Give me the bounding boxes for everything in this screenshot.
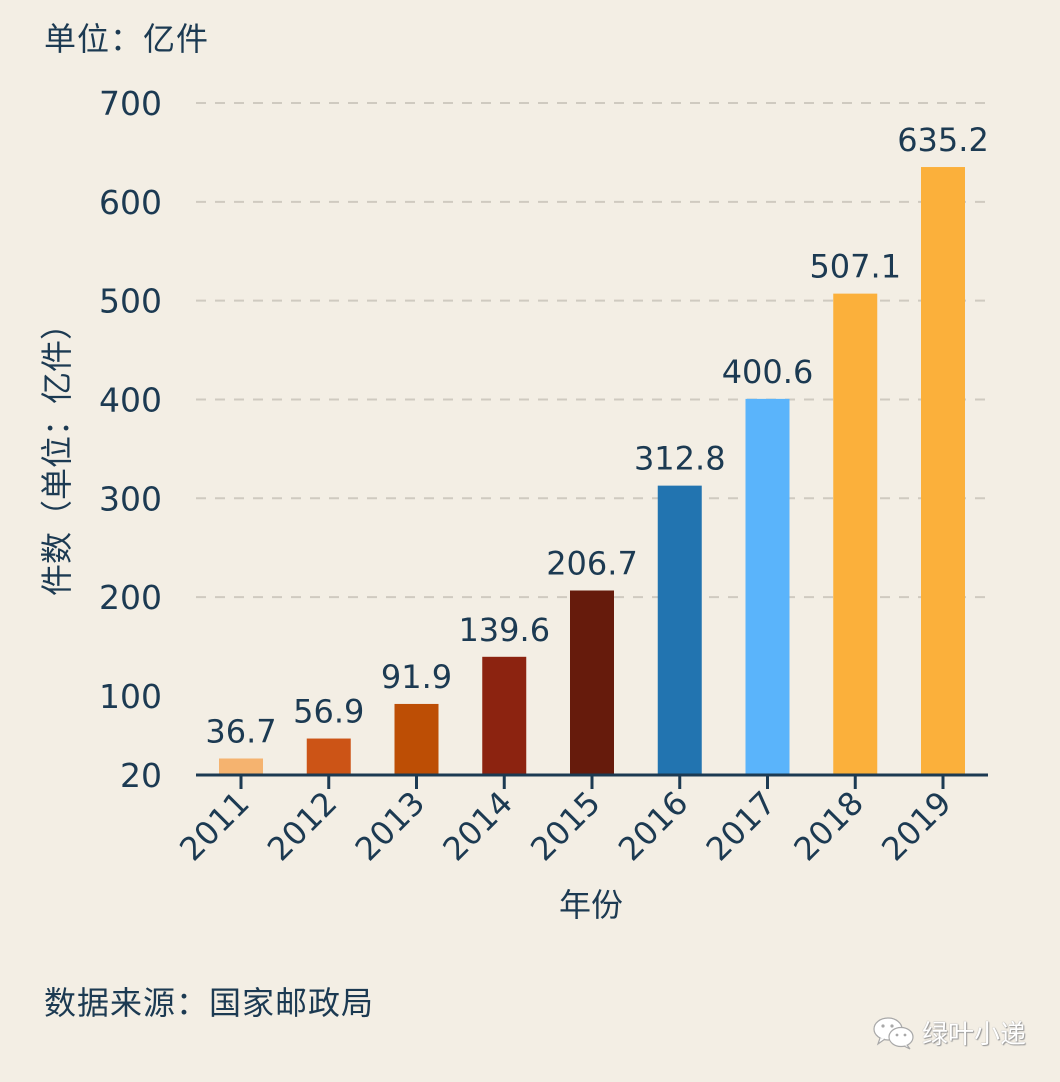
- y-axis-title: 件数（单位：亿件）: [38, 308, 76, 596]
- y-axis-ticks: 20 100 200 300 400 500 600 700: [99, 84, 162, 795]
- bar-2017: [745, 398, 790, 775]
- data-label: 507.1: [809, 248, 901, 286]
- x-tick-label: 2014: [435, 784, 519, 868]
- bar-2016: [657, 485, 702, 775]
- x-tick-label: 2013: [348, 784, 432, 868]
- data-label: 91.9: [381, 658, 452, 696]
- data-label: 400.6: [722, 353, 814, 391]
- data-label: 36.7: [205, 712, 276, 750]
- bar-2013: [394, 703, 439, 775]
- bar-2019: [921, 167, 965, 775]
- y-tick-label: 600: [99, 183, 162, 222]
- watermark: 绿叶小递: [872, 1014, 1026, 1051]
- bar-2012: [306, 738, 351, 775]
- x-tick-label: 2018: [786, 784, 870, 868]
- bars: [219, 167, 965, 775]
- bar-2014: [482, 656, 527, 775]
- x-tick-label: 2011: [172, 784, 256, 868]
- x-axis-ticks: 2011 2012 2013 2014 2015 2016 2017 2018 2019: [172, 775, 959, 868]
- data-label: 312.8: [634, 440, 726, 478]
- y-tick-label: 200: [99, 578, 162, 617]
- x-tick-label: 2015: [523, 784, 607, 868]
- bar-chart: 20 100 200 300 400 500 600 700 36.7 56.9 91.9139.…: [38, 84, 989, 924]
- data-label: 139.6: [458, 611, 550, 649]
- y-tick-label: 100: [99, 677, 162, 716]
- y-tick-label: 20: [120, 756, 162, 795]
- y-tick-label: 700: [99, 84, 162, 123]
- data-label: 635.2: [897, 121, 989, 159]
- unit-label: 单位：亿件: [44, 20, 210, 58]
- y-tick-label: 500: [99, 282, 162, 321]
- y-tick-label: 300: [99, 479, 162, 518]
- bar-2011: [219, 758, 263, 775]
- data-label: 56.9: [293, 693, 364, 731]
- bar-2018: [833, 293, 878, 775]
- x-tick-label: 2017: [699, 784, 783, 868]
- x-tick-label: 2016: [611, 784, 695, 868]
- x-tick-label: 2019: [874, 784, 958, 868]
- y-tick-label: 400: [99, 380, 162, 419]
- x-axis-title: 年份: [559, 886, 623, 924]
- watermark-text: 绿叶小递: [922, 1020, 1027, 1050]
- x-tick-label: 2012: [260, 784, 344, 868]
- wechat-icon: [873, 1016, 914, 1050]
- bar-2015: [570, 590, 614, 775]
- data-source-label: 数据来源：国家邮政局: [44, 984, 375, 1022]
- data-label: 206.7: [546, 544, 638, 582]
